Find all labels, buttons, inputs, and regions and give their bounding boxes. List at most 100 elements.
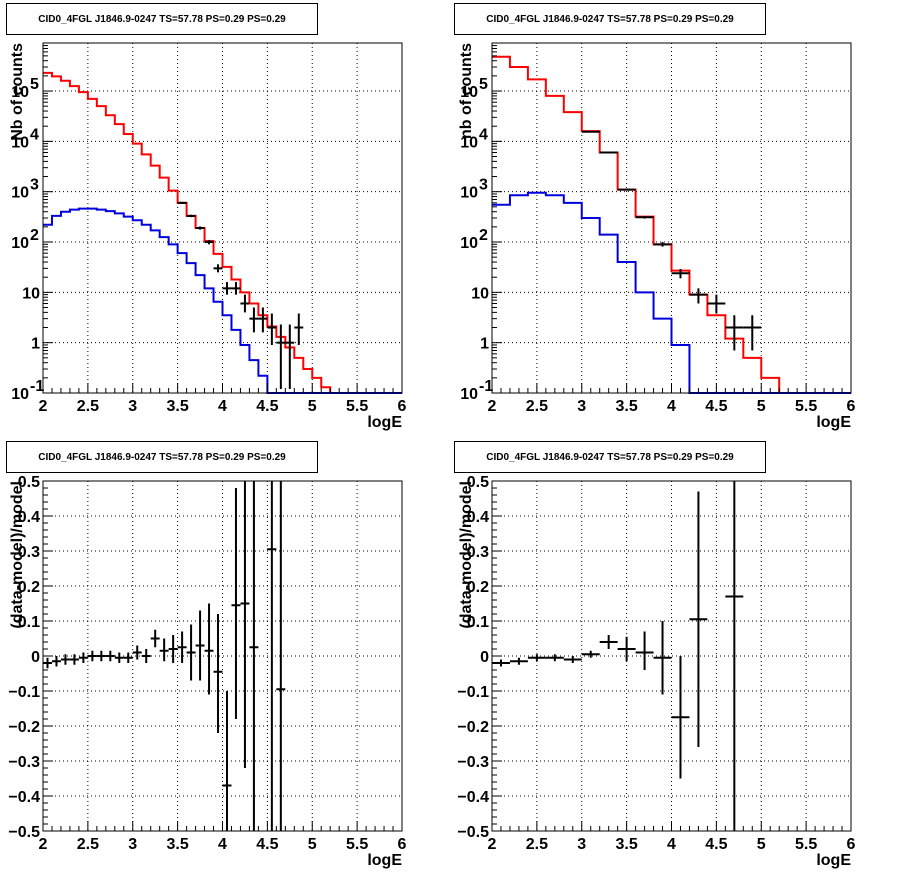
x-axis: 2 2.5 3 3.5 4 4.5 5 5.5 6 <box>488 383 856 415</box>
x-axis-label: logE <box>367 414 402 431</box>
y-tick-label: 10 <box>11 235 29 252</box>
y-tick-label: 10 <box>471 285 489 302</box>
chart-svg: 2 2.5 3 3.5 4 4.5 5 5.5 6 −0.5 −0.4 −0.3 −0.2 −0.1 0 0.… <box>457 474 856 869</box>
data-point <box>581 130 600 133</box>
y-tick-label: 10 <box>11 134 29 151</box>
data-point <box>195 610 205 681</box>
x-tick-label: 5 <box>757 836 766 853</box>
data-point <box>267 313 277 345</box>
grid <box>43 43 402 393</box>
y-tick-label: 10 <box>22 285 40 302</box>
panel-top-left: CID0_4FGL J1846.9-0247 TS=57.78 PS=0.29 … <box>0 0 449 437</box>
data-point <box>743 315 762 351</box>
data-point <box>707 294 726 314</box>
data-point <box>51 656 61 667</box>
data-point <box>725 315 744 351</box>
x-axis: 2 2.5 3 3.5 4 4.5 5 5.5 6 <box>39 383 407 415</box>
data-point <box>213 614 223 733</box>
data-point <box>222 691 232 831</box>
y-tick-label: 10 <box>11 386 29 403</box>
data-points <box>43 481 286 831</box>
y-tick-label: 0.4 <box>467 509 489 526</box>
data-point <box>195 226 205 230</box>
x-axis: 2 2.5 3 3.5 4 4.5 5 5.5 6 <box>488 821 856 853</box>
y-tick-label: 10 <box>11 185 29 202</box>
chart-title: CID0_4FGL J1846.9-0247 TS=57.78 PS=0.29 … <box>6 3 318 35</box>
y-tick-label: 10 <box>460 84 478 101</box>
x-tick-label: 2.5 <box>526 836 548 853</box>
x-tick-label: 5 <box>757 398 766 415</box>
data-point <box>617 636 636 662</box>
data-points <box>177 201 304 390</box>
data-point <box>276 481 286 831</box>
x-tick-label: 2.5 <box>526 398 548 415</box>
y-tick-label: 0.5 <box>467 474 489 491</box>
data-point <box>689 288 708 304</box>
data-point <box>105 650 115 662</box>
chart-title: CID0_4FGL J1846.9-0247 TS=57.78 PS=0.29 … <box>454 3 766 35</box>
y-tick-label: −0.4 <box>8 789 40 806</box>
grid <box>492 481 851 831</box>
data-point <box>87 650 97 662</box>
y-tick-label: 0.3 <box>467 544 489 561</box>
data-point <box>132 645 142 660</box>
data-point <box>231 488 241 719</box>
x-tick-label: 4.5 <box>256 398 278 415</box>
x-tick-label: 3 <box>577 398 586 415</box>
data-point <box>545 654 564 662</box>
data-point <box>114 652 124 663</box>
y-tick-label: 0.1 <box>467 614 489 631</box>
data-point <box>527 654 546 662</box>
x-tick-label: 4.5 <box>256 836 278 853</box>
x-axis-label: logE <box>816 852 851 869</box>
x-axis: 2 2.5 3 3.5 4 4.5 5 5.5 6 <box>39 821 407 853</box>
data-point <box>240 294 250 313</box>
x-axis-label: logE <box>367 852 402 869</box>
data-point <box>653 621 672 695</box>
x-tick-label: 2 <box>488 836 497 853</box>
data-point <box>204 239 214 245</box>
y-tick-label: −0.2 <box>8 719 40 736</box>
y-tick-exponent: 3 <box>479 177 488 194</box>
data-point <box>159 638 169 662</box>
series-line-0 <box>492 55 851 394</box>
x-tick-label: 6 <box>398 398 407 415</box>
data-point <box>60 654 70 665</box>
data-point <box>186 624 196 681</box>
x-tick-label: 4 <box>667 398 676 415</box>
x-tick-label: 4 <box>218 398 227 415</box>
data-point <box>689 491 708 747</box>
data-point <box>599 151 618 154</box>
x-tick-label: 3 <box>128 398 137 415</box>
x-tick-label: 3.5 <box>616 836 638 853</box>
y-axis: −0.5 −0.4 −0.3 −0.2 −0.1 0 0.1 0.2 0.3 0.4 0.5 <box>8 474 53 841</box>
x-tick-label: 3.5 <box>167 836 189 853</box>
x-tick-label: 5.5 <box>346 398 368 415</box>
x-tick-label: 4 <box>667 836 676 853</box>
y-tick-label: 0.5 <box>18 474 40 491</box>
y-tick-label: 0.2 <box>18 579 40 596</box>
y-tick-exponent: 2 <box>30 227 39 244</box>
x-tick-label: 2 <box>488 398 497 415</box>
x-axis-label: logE <box>816 414 851 431</box>
series-line-0 <box>43 71 402 394</box>
data-point <box>671 656 690 779</box>
y-tick-label: 10 <box>460 185 478 202</box>
data-point <box>617 188 636 191</box>
x-tick-label: 2.5 <box>77 398 99 415</box>
series-line-1 <box>43 207 402 394</box>
x-tick-label: 3 <box>128 836 137 853</box>
y-tick-label: −0.5 <box>457 824 489 841</box>
x-tick-label: 3.5 <box>616 398 638 415</box>
x-tick-label: 4.5 <box>705 398 727 415</box>
x-tick-label: 2 <box>39 836 48 853</box>
x-tick-label: 3.5 <box>167 398 189 415</box>
x-tick-label: 5.5 <box>346 836 368 853</box>
data-point <box>177 631 187 663</box>
x-tick-label: 5 <box>308 398 317 415</box>
y-tick-label: −0.3 <box>457 754 489 771</box>
data-point <box>141 649 151 663</box>
y-tick-label: 1 <box>31 336 40 353</box>
y-axis-label: (data-model)/model <box>9 481 26 629</box>
